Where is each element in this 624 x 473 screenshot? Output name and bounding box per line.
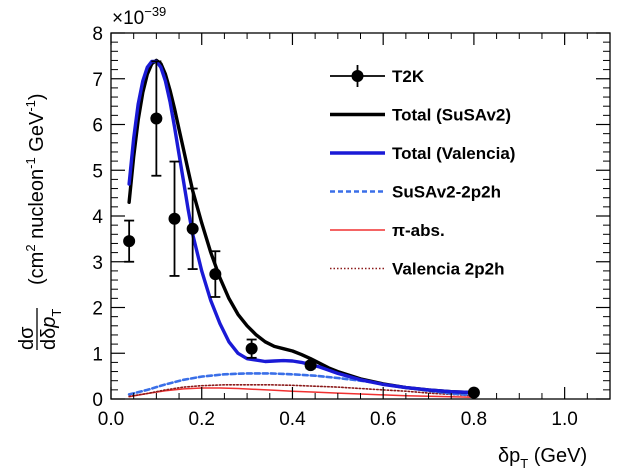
data-marker: [304, 359, 317, 372]
data-marker: [123, 235, 136, 248]
y-tick-label: 8: [92, 24, 103, 45]
y-tick-label: 2: [92, 299, 103, 320]
data-point: [168, 160, 181, 277]
x-tick-label: 0.6: [370, 409, 396, 430]
data-points-layer: [123, 60, 480, 399]
data-marker: [150, 112, 163, 125]
data-marker: [168, 212, 181, 225]
axis-ticks: [110, 32, 611, 400]
data-point: [209, 250, 222, 298]
svg-text:(cm2 nucleon-1 GeV-1): (cm2 nucleon-1 GeV-1): [23, 93, 48, 285]
y-multiplier: ×10−39: [112, 4, 166, 29]
legend-item: T2K: [330, 65, 425, 87]
x-tick-label: 0.4: [279, 409, 306, 430]
data-point: [304, 359, 317, 372]
x-tick-label: 0.0: [98, 409, 124, 430]
legend-item: π-abs.: [330, 221, 445, 240]
legend-label: T2K: [392, 67, 425, 86]
data-point: [245, 338, 258, 359]
y-tick-label: 6: [92, 116, 103, 137]
svg-text:dσ: dσ: [16, 326, 38, 350]
y-tick-label: 5: [92, 161, 103, 182]
x-axis-label: δpT (GeV): [498, 445, 587, 471]
y-axis-label: dσ dδpT (cm2 nucleon-1 GeV-1): [16, 93, 64, 350]
tick-labels: 0.0 0.2 0.4 0.6 0.8 1.0 0 1 2 3 4 5 6 7 8: [92, 24, 577, 430]
y-tick-label: 3: [92, 253, 103, 274]
plot-frame: [110, 32, 611, 400]
legend-label: Total (SuSAv2): [392, 106, 511, 125]
legend-label: SuSAv2-2p2h: [392, 183, 501, 202]
data-point: [123, 219, 136, 263]
y-tick-label: 7: [92, 70, 103, 91]
series-line-valencia-2p2h: [128, 383, 475, 398]
y-tick-label: 0: [92, 390, 103, 411]
series-line--abs-: [128, 387, 475, 398]
legend-item: SuSAv2-2p2h: [330, 183, 501, 202]
legend-marker: [351, 70, 364, 82]
x-tick-label: 0.8: [461, 409, 487, 430]
data-marker: [245, 342, 258, 355]
x-tick-label: 1.0: [551, 409, 577, 430]
legend-label: Total (Valencia): [392, 144, 515, 163]
legend-item: Total (SuSAv2): [330, 106, 511, 125]
legend-item: Valencia 2p2h: [330, 260, 504, 279]
data-marker: [209, 268, 222, 281]
x-tick-label: 0.2: [189, 409, 215, 430]
legend-label: Valencia 2p2h: [392, 260, 504, 279]
legend-item: Total (Valencia): [330, 144, 515, 163]
data-point: [150, 60, 163, 177]
data-marker: [186, 222, 199, 235]
svg-text:dδpT: dδpT: [38, 309, 64, 350]
legend-label: π-abs.: [392, 221, 445, 240]
y-tick-label: 4: [92, 207, 103, 228]
data-point: [186, 187, 199, 270]
legend: T2K Total (SuSAv2) Total (Valencia) SuSAv2-…: [330, 65, 515, 279]
y-tick-label: 1: [92, 344, 103, 365]
